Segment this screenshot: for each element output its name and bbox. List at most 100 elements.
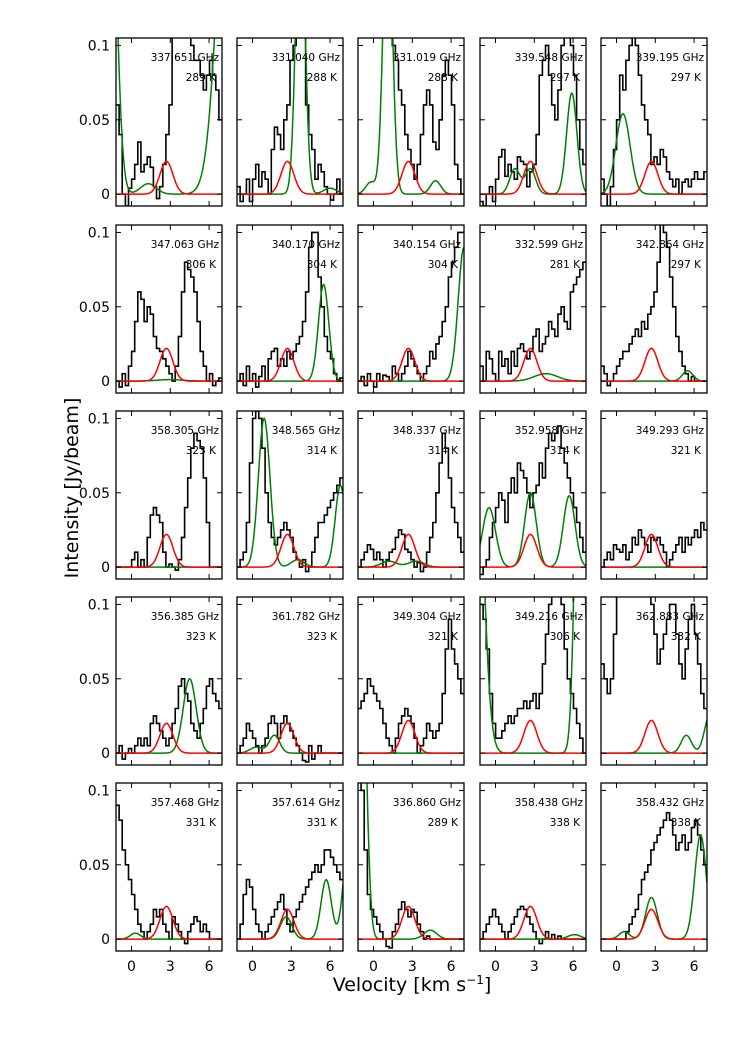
frequency-label: 358.305 GHz <box>151 425 220 437</box>
plot-area <box>358 432 464 573</box>
spectrum-panel: 349.304 GHz 321 K <box>357 596 465 766</box>
x-tick-label: 6 <box>690 959 699 975</box>
temperature-label: 289 K <box>186 72 217 84</box>
temperature-label: 288 K <box>307 72 338 84</box>
spectrum-panel: 352.958 GHz 314 K <box>479 410 587 580</box>
target-model-line <box>480 160 586 195</box>
x-axis-title-main: Velocity [km s <box>333 974 466 996</box>
temperature-label: 314 K <box>550 445 581 457</box>
observed-spectrum-line <box>358 432 464 573</box>
other-species-model-line <box>358 38 464 195</box>
plot-area <box>116 38 222 206</box>
frequency-label: 331.019 GHz <box>393 52 462 64</box>
target-model-line <box>358 719 464 754</box>
temperature-label: 332 K <box>671 631 702 643</box>
target-model-line <box>601 908 707 940</box>
y-tick-label: 0.1 <box>88 411 110 427</box>
observed-spectrum-line <box>237 38 343 203</box>
frequency-label: 361.782 GHz <box>272 611 341 623</box>
temperature-label: 331 K <box>186 817 217 829</box>
target-model-line <box>480 905 586 940</box>
x-axis-title-sup: −1 <box>466 973 484 987</box>
target-model-line <box>237 908 343 940</box>
x-axis-title: Velocity [km s−1] <box>333 973 492 996</box>
y-axis-title: Intensity [Jy/beam] <box>61 398 83 579</box>
spectrum-panel: 331.019 GHz 288 K <box>357 37 465 207</box>
frequency-label: 342.864 GHz <box>636 239 705 251</box>
frequency-label: 357.468 GHz <box>151 797 220 809</box>
y-tick-label: 0 <box>101 560 110 576</box>
x-tick-label: 0 <box>491 959 500 975</box>
spectrum-panel: 0 0.05 0.1 356.385 GHz 323 K <box>79 596 223 766</box>
x-tick-label: 6 <box>569 959 578 975</box>
spectrum-panel: 340.154 GHz 304 K <box>357 224 465 394</box>
panel-frame <box>115 224 223 394</box>
target-model-line <box>116 905 222 940</box>
target-model-line <box>237 533 343 568</box>
frequency-label: 357.614 GHz <box>272 797 341 809</box>
target-model-line <box>116 347 222 382</box>
plot-area <box>237 411 343 573</box>
other-species-model-line <box>480 491 586 568</box>
observed-spectrum-line <box>358 231 464 388</box>
panel-frame <box>357 782 465 952</box>
frequency-label: 339.195 GHz <box>636 52 705 64</box>
panel-frame <box>236 37 344 207</box>
plot-area <box>358 783 464 949</box>
spectrum-panel: 0 3 6 357.614 GHz 331 K <box>236 782 344 975</box>
x-tick-label: 0 <box>612 959 621 975</box>
spectrum-panel: 0 0.05 0.1 337.651 GHz 289 K <box>79 37 223 207</box>
temperature-label: 304 K <box>307 259 338 271</box>
panel-frame <box>115 782 223 952</box>
observed-spectrum-line <box>601 521 707 568</box>
x-tick-label: 3 <box>530 959 539 975</box>
other-species-model-line <box>117 38 216 195</box>
target-model-line <box>601 533 707 568</box>
panel-frame <box>236 410 344 580</box>
spectrum-panel: 0 3 6 358.438 GHz 338 K <box>479 782 587 975</box>
y-tick-label: 0.1 <box>88 38 110 54</box>
temperature-label: 323 K <box>186 631 217 643</box>
x-tick-label: 6 <box>326 959 335 975</box>
y-tick-label: 0.05 <box>79 113 110 129</box>
panel-frame <box>357 410 465 580</box>
panel-frame <box>600 224 708 394</box>
observed-spectrum-line <box>116 261 222 388</box>
spectrum-panel: 332.599 GHz 281 K <box>479 224 587 394</box>
spectrum-panel: 331.040 GHz 288 K <box>236 37 344 207</box>
y-tick-label: 0.05 <box>79 672 110 688</box>
y-tick-label: 0 <box>101 932 110 948</box>
observed-spectrum-line <box>360 783 464 949</box>
spectrum-panel: 0 0.05 0.1 358.305 GHz 323 K <box>79 410 223 580</box>
observed-spectrum-line <box>358 618 464 754</box>
x-tick-label: 0 <box>127 959 136 975</box>
other-species-model-line <box>237 417 343 568</box>
spectrum-panel: 0 0.05 0.1 347.063 GHz 306 K <box>79 224 223 394</box>
plot-area <box>601 521 707 568</box>
spectrum-panel: 340.170 GHz 304 K <box>236 224 344 394</box>
x-tick-label: 3 <box>651 959 660 975</box>
observed-spectrum-line <box>601 225 707 387</box>
x-tick-label: 0 <box>248 959 257 975</box>
observed-spectrum-line <box>116 678 222 760</box>
y-tick-label: 0.05 <box>79 858 110 874</box>
panel-frame <box>115 596 223 766</box>
plot-area <box>116 804 222 945</box>
observed-spectrum-line <box>237 849 343 940</box>
frequency-label: 348.337 GHz <box>393 425 462 437</box>
frequency-label: 336.860 GHz <box>393 797 462 809</box>
y-tick-label: 0.1 <box>88 783 110 799</box>
panels-layer: 0 0.05 0.1 337.651 GHz 289 K 331.040 GHz 288 K… <box>79 37 708 975</box>
x-tick-label: 3 <box>408 959 417 975</box>
plot-area <box>480 905 586 945</box>
x-tick-label: 6 <box>447 959 456 975</box>
frequency-label: 352.958 GHz <box>515 425 584 437</box>
plot-area <box>237 849 343 940</box>
panel-frame <box>600 37 708 207</box>
plot-area <box>601 597 707 754</box>
temperature-label: 323 K <box>307 631 338 643</box>
x-tick-label: 0 <box>369 959 378 975</box>
other-species-model-line <box>601 720 707 754</box>
spectrum-panel: 0 3 6 0 0.05 0.1 357.468 GHz 331 K <box>79 782 223 975</box>
target-model-line <box>480 347 586 382</box>
